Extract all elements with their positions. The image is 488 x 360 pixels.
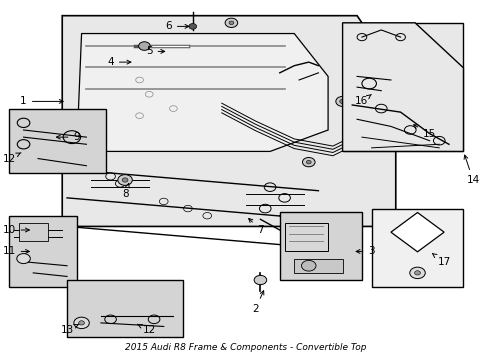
- Circle shape: [122, 178, 128, 182]
- Text: 1: 1: [20, 96, 63, 107]
- Bar: [19, 223, 48, 241]
- Circle shape: [188, 23, 196, 29]
- Bar: [371, 208, 463, 287]
- Text: 8: 8: [122, 184, 129, 199]
- Circle shape: [302, 157, 314, 167]
- Text: 7: 7: [248, 219, 263, 235]
- Circle shape: [138, 42, 150, 50]
- Text: 10: 10: [2, 225, 29, 235]
- Circle shape: [254, 275, 266, 285]
- Bar: [67, 280, 183, 337]
- Circle shape: [409, 267, 425, 279]
- Text: 11: 11: [2, 247, 29, 256]
- Text: 5: 5: [145, 46, 164, 57]
- Circle shape: [118, 175, 132, 185]
- Bar: [294, 258, 342, 273]
- Polygon shape: [62, 16, 395, 226]
- Circle shape: [339, 99, 345, 104]
- Text: 14: 14: [463, 155, 479, 185]
- Text: 3: 3: [355, 247, 374, 256]
- Polygon shape: [77, 33, 327, 152]
- Circle shape: [335, 96, 348, 107]
- Text: 15: 15: [413, 125, 435, 139]
- Bar: [9, 109, 105, 173]
- Polygon shape: [390, 212, 443, 252]
- Bar: [342, 23, 463, 152]
- Text: 4: 4: [107, 57, 131, 67]
- Bar: [9, 216, 77, 287]
- Circle shape: [17, 253, 30, 264]
- Circle shape: [414, 271, 420, 275]
- Text: 12: 12: [137, 324, 156, 335]
- Text: 17: 17: [431, 253, 450, 267]
- Bar: [279, 212, 361, 280]
- Circle shape: [228, 21, 233, 24]
- Polygon shape: [342, 23, 463, 152]
- Circle shape: [74, 317, 89, 329]
- Bar: [284, 223, 327, 251]
- Text: 2015 Audi R8 Frame & Components - Convertible Top: 2015 Audi R8 Frame & Components - Conver…: [125, 343, 366, 352]
- Circle shape: [301, 260, 315, 271]
- Text: 6: 6: [165, 21, 188, 31]
- Circle shape: [305, 160, 310, 164]
- Text: 9: 9: [56, 132, 80, 142]
- Text: 12: 12: [2, 153, 21, 163]
- Circle shape: [224, 18, 237, 27]
- Circle shape: [79, 321, 84, 325]
- Text: 2: 2: [252, 291, 264, 314]
- Text: 16: 16: [355, 94, 370, 107]
- Text: 13: 13: [61, 324, 79, 335]
